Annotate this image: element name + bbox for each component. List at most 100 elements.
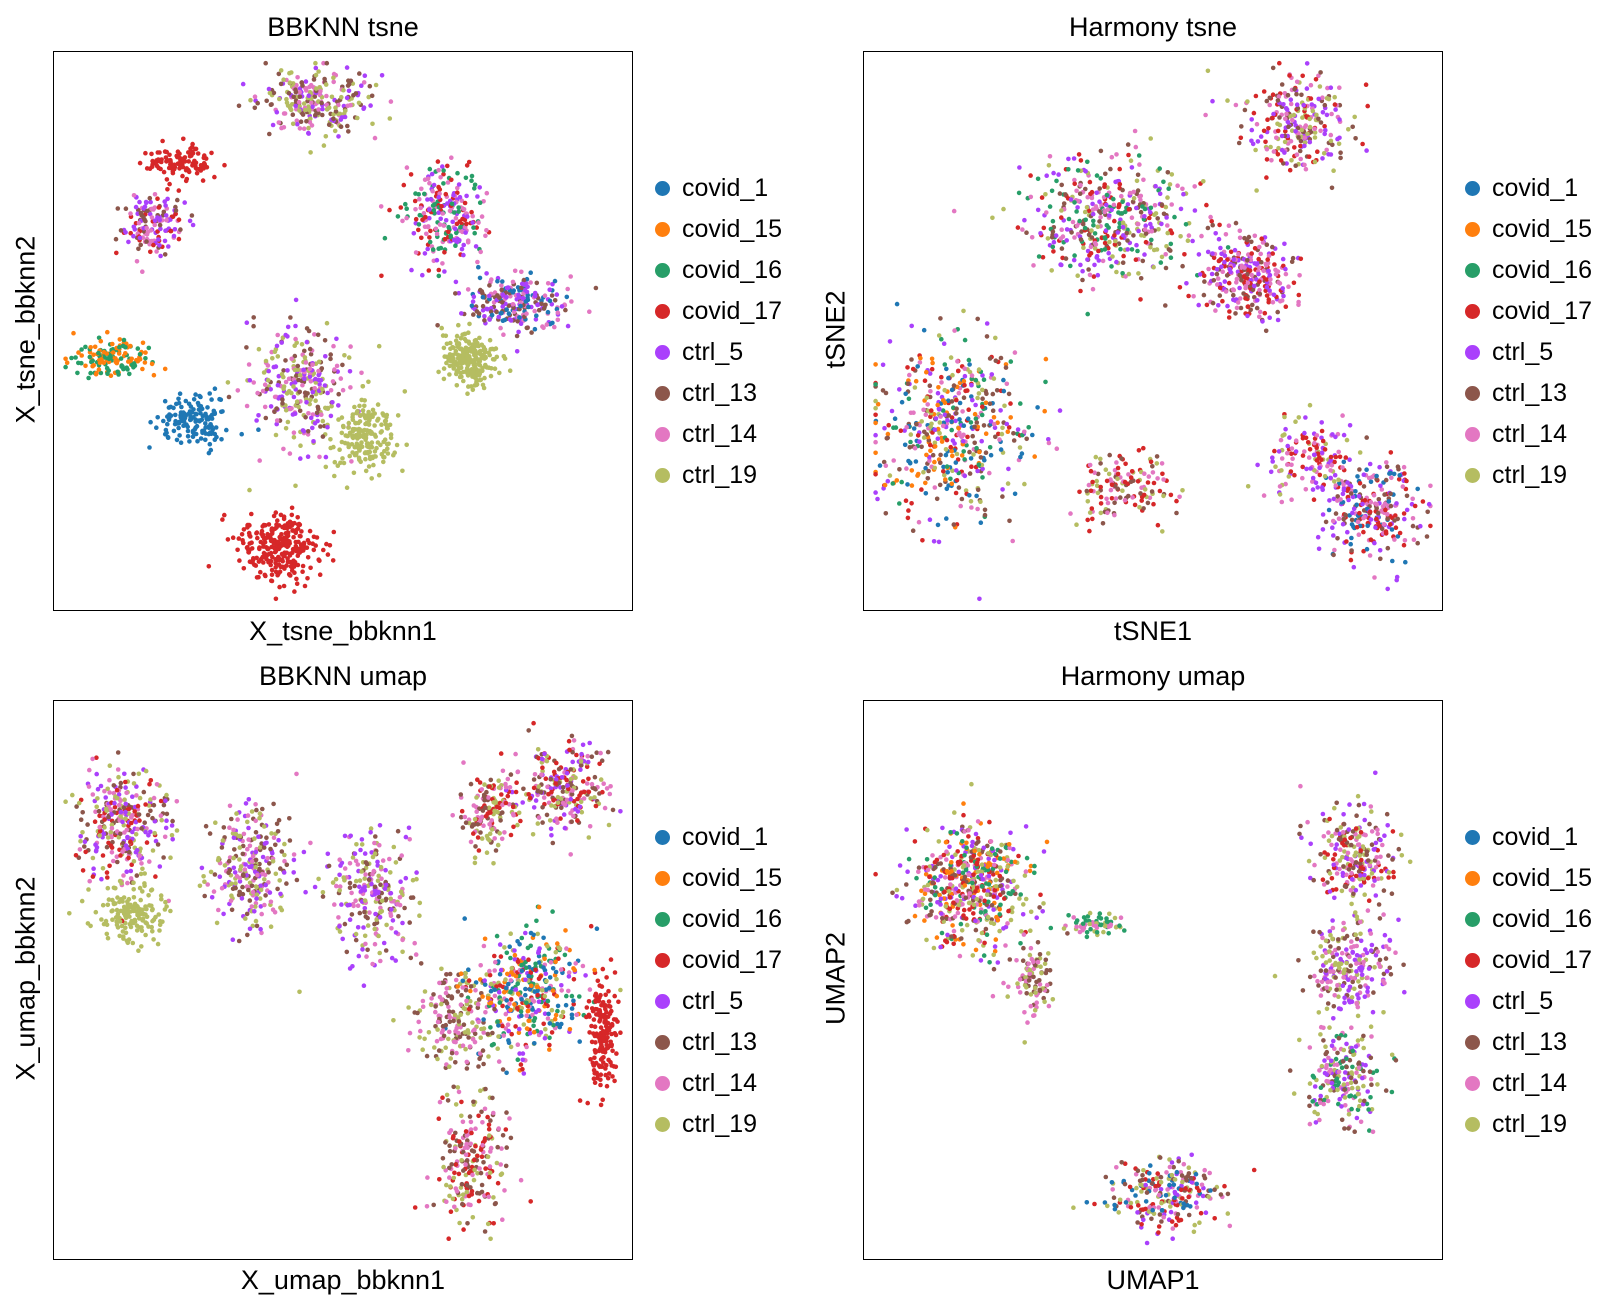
scatter-point	[1147, 210, 1153, 215]
scatter-point	[1217, 222, 1222, 228]
scatter-point	[80, 810, 85, 815]
scatter-point	[489, 366, 494, 371]
scatter-point	[1206, 266, 1211, 272]
scatter-point	[372, 423, 377, 428]
scatter-point	[292, 367, 298, 373]
scatter-point	[1428, 483, 1433, 489]
scatter-point	[974, 445, 979, 451]
legend-label: covid_1	[1492, 174, 1579, 202]
scatter-point	[535, 302, 540, 308]
scatter-point	[260, 532, 266, 538]
scatter-point	[283, 379, 289, 385]
scatter-point	[289, 512, 295, 518]
scatter-point	[441, 376, 447, 382]
scatter-point	[1284, 111, 1289, 117]
scatter-point	[1216, 303, 1221, 308]
scatter-point	[459, 246, 465, 252]
scatter-point	[1278, 437, 1284, 443]
scatter-point	[894, 478, 900, 483]
scatter-point	[1296, 135, 1301, 140]
scatter-point	[247, 487, 252, 493]
scatter-point	[1137, 505, 1142, 510]
scatter-point	[209, 895, 215, 900]
scatter-point	[131, 193, 137, 198]
scatter-point	[911, 426, 917, 431]
scatter-point	[509, 789, 515, 795]
scatter-point	[331, 75, 336, 81]
scatter-point	[1153, 183, 1158, 189]
scatter-point	[1131, 233, 1136, 238]
scatter-point	[413, 207, 418, 212]
scatter-point	[915, 433, 921, 438]
scatter-point	[93, 371, 99, 377]
scatter-point	[1377, 464, 1382, 470]
scatter-point	[1336, 141, 1342, 147]
scatter-point	[448, 1209, 454, 1214]
scatter-point	[1328, 132, 1334, 138]
scatter-point	[429, 996, 434, 1001]
scatter-point	[948, 355, 954, 360]
scatter-point	[1327, 498, 1332, 503]
scatter-point	[518, 303, 523, 309]
scatter-point	[1089, 189, 1095, 195]
scatter-point	[159, 896, 164, 902]
scatter-point	[323, 454, 329, 460]
scatter-point	[479, 1182, 485, 1188]
scatter-point	[1210, 222, 1215, 228]
scatter-point	[512, 268, 518, 274]
scatter-point	[1234, 305, 1240, 311]
scatter-point	[1201, 179, 1206, 184]
scatter-point	[950, 438, 956, 443]
scatter-point	[937, 420, 943, 425]
scatter-point	[1292, 472, 1297, 478]
scatter-point	[1335, 536, 1340, 541]
scatter-point	[1332, 94, 1337, 100]
scatter-point	[419, 235, 424, 241]
scatter-point	[161, 802, 167, 808]
scatter-point	[1141, 506, 1146, 511]
scatter-point	[347, 453, 353, 459]
scatter-point	[313, 112, 318, 118]
y-axis-label: X_tsne_bbknn2	[10, 235, 41, 424]
scatter-point	[357, 403, 362, 409]
scatter-point	[445, 201, 450, 206]
scatter-point	[604, 1083, 610, 1089]
scatter-point	[950, 453, 955, 459]
scatter-point	[1278, 158, 1284, 163]
scatter-point	[316, 69, 321, 74]
scatter-point	[938, 460, 943, 466]
scatter-point	[244, 403, 250, 409]
scatter-point	[1022, 481, 1027, 487]
scatter-point	[322, 338, 328, 343]
scatter-point	[1279, 468, 1284, 473]
scatter-point	[1302, 449, 1307, 454]
scatter-point	[1316, 73, 1321, 79]
scatter-point	[954, 397, 959, 403]
scatter-point	[1120, 488, 1125, 494]
scatter-point	[1178, 206, 1184, 212]
scatter-point	[83, 344, 88, 350]
scatter-point	[1036, 254, 1042, 259]
scatter-point	[1154, 461, 1160, 466]
scatter-point	[1415, 486, 1420, 492]
scatter-point	[961, 432, 966, 438]
scatter-point	[1307, 116, 1312, 122]
scatter-point	[454, 333, 460, 339]
scatter-point	[293, 336, 298, 342]
scatter-point	[1089, 235, 1095, 240]
scatter-point	[940, 408, 946, 413]
scatter-point	[909, 468, 915, 473]
scatter-point	[1307, 124, 1313, 130]
scatter-point	[1092, 240, 1098, 246]
scatter-point	[891, 425, 896, 431]
scatter-point	[1163, 252, 1168, 257]
scatter-point	[1316, 96, 1321, 102]
scatter-point	[1155, 476, 1160, 481]
scatter-point	[554, 306, 560, 312]
scatter-point	[131, 224, 137, 230]
scatter-point	[1115, 486, 1120, 492]
scatter-point	[508, 318, 514, 323]
scatter-point	[455, 170, 460, 176]
scatter-point	[96, 350, 101, 356]
scatter-point	[381, 459, 386, 465]
